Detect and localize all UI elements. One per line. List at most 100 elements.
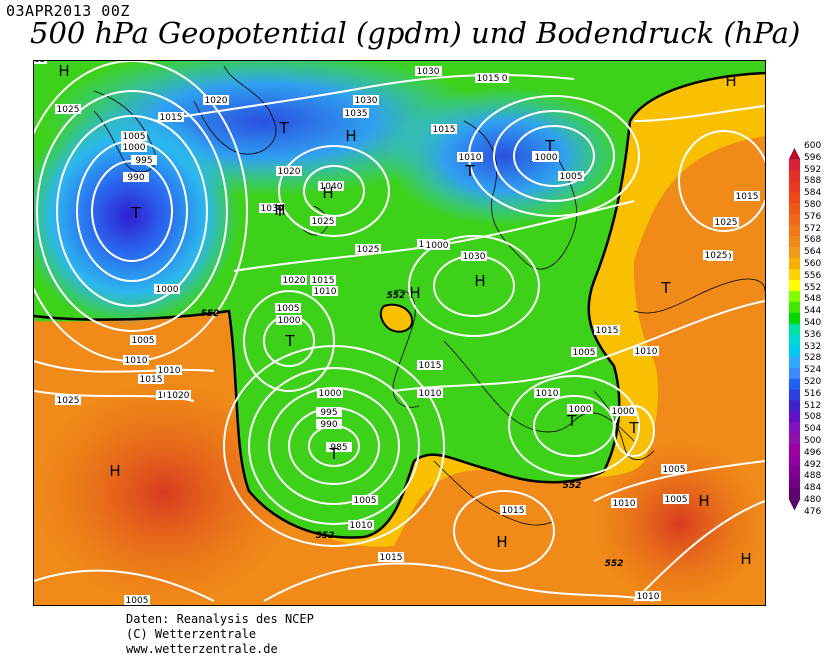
legend-value-label: 560 bbox=[804, 259, 822, 269]
isobar-label-background bbox=[417, 388, 443, 398]
contour-552-island bbox=[379, 303, 414, 333]
legend-color-swatch bbox=[788, 236, 801, 248]
high-pressure-marker: H bbox=[322, 184, 333, 202]
isobar-pressure-label: 1015 bbox=[736, 192, 759, 202]
legend-color-swatch bbox=[788, 247, 801, 259]
isobar-label-background bbox=[663, 494, 689, 504]
isobar-label-background bbox=[355, 244, 381, 254]
legend-color-swatch bbox=[788, 181, 801, 193]
isobar-label-background bbox=[55, 395, 81, 405]
isobar-pressure-label: 1000 bbox=[319, 389, 342, 399]
isobar-pressure-label: 1040 bbox=[320, 182, 343, 192]
legend-color-swatch bbox=[788, 301, 801, 314]
legend-value-label: 492 bbox=[804, 459, 822, 470]
isobar-label-background bbox=[475, 73, 501, 83]
isobar-label-background bbox=[326, 442, 352, 452]
credits-data-source: Daten: Reanalysis des NCEP bbox=[126, 612, 314, 626]
contour-552-line bbox=[34, 309, 416, 539]
isobar-label-background bbox=[571, 347, 597, 357]
isobar-pressure-label: 985 bbox=[330, 443, 347, 453]
high-pressure-marker: H bbox=[474, 272, 485, 290]
legend-value-label: 524 bbox=[804, 365, 822, 376]
legend-color-swatch bbox=[788, 466, 801, 478]
isobar-pressure-label: 1025 bbox=[57, 396, 80, 406]
isobar-label-background bbox=[154, 284, 180, 294]
isobar-label-background bbox=[275, 303, 301, 313]
legend-value-label: 572 bbox=[804, 223, 822, 234]
legend-color-swatch bbox=[788, 225, 801, 237]
isobar-pressure-label: 1005 bbox=[123, 132, 146, 142]
coastlines bbox=[93, 65, 765, 526]
isobar-pressure-label: 1005 bbox=[34, 61, 45, 65]
isobar-label-background bbox=[203, 95, 229, 105]
isobar-label-background bbox=[611, 498, 637, 508]
weather-map: 1030102010151030103510251015101010051000… bbox=[33, 60, 766, 606]
isobar-pressure-label: 1010 bbox=[536, 389, 559, 399]
legend-color-swatch bbox=[788, 192, 801, 204]
legend-value-label: 600 bbox=[804, 141, 822, 151]
isobar-label-background bbox=[316, 407, 342, 417]
legend-value-label: 568 bbox=[804, 235, 822, 246]
low-pressure-marker: T bbox=[278, 119, 289, 137]
isobar-pressure-label: 1020 bbox=[278, 167, 301, 177]
credits-website-link[interactable]: www.wetterzentrale.de bbox=[126, 642, 278, 656]
isobar-pressure-label: 1005 bbox=[126, 596, 149, 605]
legend-value-label: 588 bbox=[804, 176, 822, 187]
isobar-label-background bbox=[734, 191, 760, 201]
isobar-pressure-label: 1000 bbox=[156, 285, 179, 295]
contour-552-line bbox=[413, 71, 765, 484]
isobar-label-background bbox=[55, 104, 81, 114]
low-pressure-marker: T bbox=[464, 162, 475, 180]
isobar-label-background bbox=[281, 275, 307, 285]
legend-color-swatch bbox=[788, 356, 801, 368]
legend-color-swatch bbox=[788, 334, 801, 346]
isobar-pressure-label: 1000 bbox=[123, 143, 146, 153]
legend-color-swatch bbox=[788, 290, 801, 303]
isobar-pressure-label: 1015 bbox=[477, 74, 500, 84]
high-pressure-marker: H bbox=[698, 492, 709, 510]
isobar-label-background bbox=[318, 181, 344, 191]
isobar-pressure-label: 990 bbox=[320, 420, 337, 430]
isobar-pressure-label: 1015 bbox=[596, 326, 619, 336]
legend-color-swatch bbox=[788, 203, 801, 215]
high-pressure-marker: H bbox=[345, 127, 356, 145]
legend-value-label: 596 bbox=[804, 152, 822, 163]
geopotential-552-label: 552 bbox=[316, 531, 335, 541]
legend-color-swatch bbox=[788, 312, 801, 325]
legend-value-label: 544 bbox=[804, 306, 822, 317]
isobar-pressure-label: 1025 bbox=[57, 105, 80, 115]
legend-value-label: 536 bbox=[804, 329, 822, 340]
isobar-label-background bbox=[378, 552, 404, 562]
legend-color-swatch bbox=[788, 323, 801, 336]
isobar-label-background bbox=[461, 251, 487, 261]
isobar-label-background bbox=[276, 315, 302, 325]
isobar-pressure-label: 1010 bbox=[459, 153, 482, 163]
isobar-pressure-label: 1005 bbox=[132, 336, 155, 346]
credits-copyright: (C) Wetterzentrale bbox=[126, 627, 257, 641]
isobar-label-background bbox=[594, 325, 620, 335]
isobar-pressure-label: 1005 bbox=[663, 465, 686, 475]
legend-value-label: 516 bbox=[804, 388, 822, 399]
low-pressure-marker: T bbox=[628, 419, 639, 437]
isobar-pressure-label: 1015 bbox=[140, 375, 163, 385]
legend-value-label: 584 bbox=[804, 188, 822, 199]
low-pressure-marker: T bbox=[274, 202, 285, 220]
isobar-label-background bbox=[130, 335, 156, 345]
isobar-pressure-label: 1010 bbox=[350, 521, 373, 531]
isobar-label-background bbox=[121, 131, 147, 141]
isobar-pressure-label: 1020 bbox=[283, 276, 306, 286]
isobar-label-background bbox=[156, 365, 182, 375]
legend-value-label: 512 bbox=[804, 400, 822, 411]
legend-value-label: 592 bbox=[804, 164, 822, 175]
legend-arrow-bottom bbox=[788, 498, 801, 511]
isobar-pressure-label: 1010 bbox=[637, 592, 660, 602]
isobar-label-background bbox=[310, 275, 336, 285]
legend-value-label: 480 bbox=[804, 495, 822, 505]
isobar-pressure-label: 1010 bbox=[158, 366, 181, 376]
legend-color-swatch bbox=[788, 269, 801, 281]
legend-color-swatch bbox=[788, 433, 801, 445]
isobar-label-background bbox=[317, 388, 343, 398]
isobar-pressure-label: 1010 bbox=[635, 347, 658, 357]
west-low-cold-pool bbox=[34, 106, 239, 326]
isobar-pressure-label: 1015 bbox=[433, 125, 456, 135]
